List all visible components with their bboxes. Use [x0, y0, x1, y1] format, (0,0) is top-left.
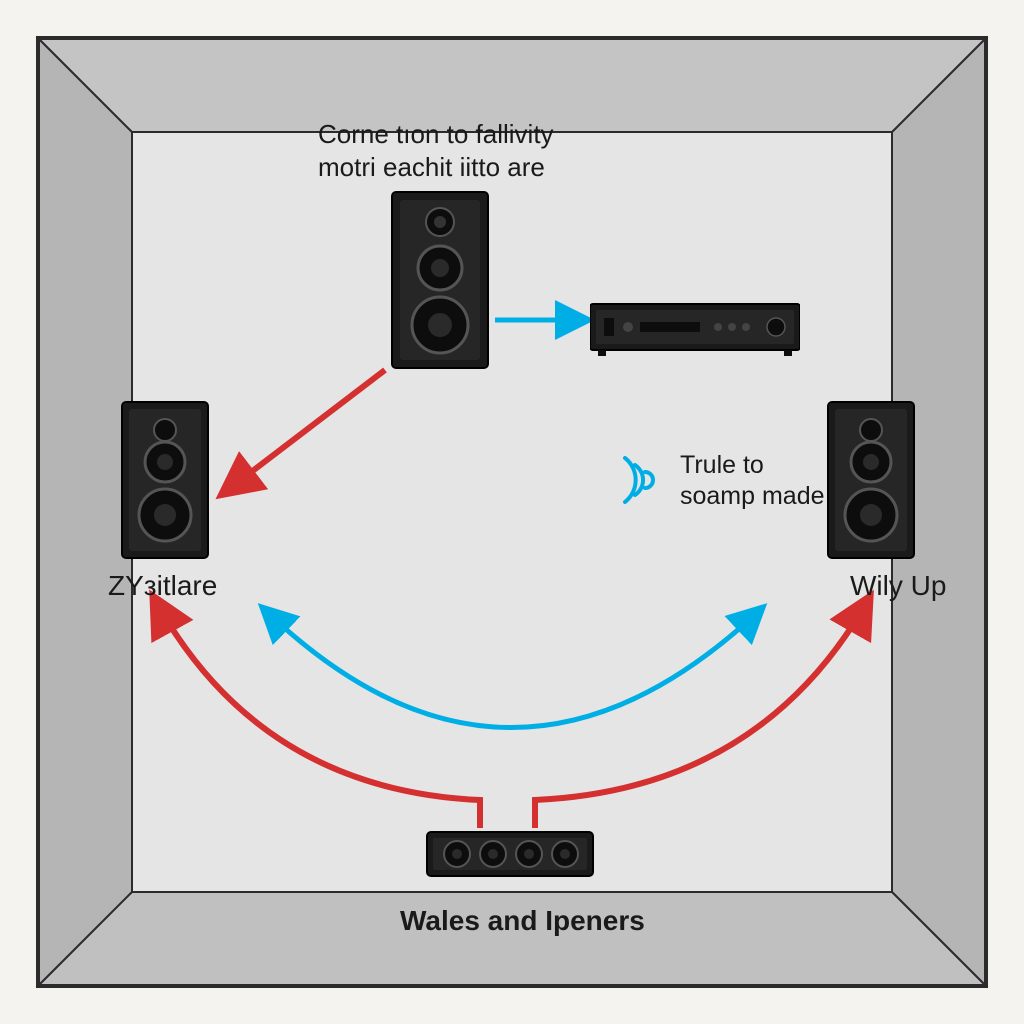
edge-top-to-left — [225, 370, 385, 492]
edge-center-right-red — [535, 600, 868, 828]
speaker-left — [120, 400, 210, 560]
signal-icon — [625, 458, 653, 502]
edge-curve-blue — [265, 610, 760, 728]
edges — [155, 320, 868, 828]
speaker-top — [390, 190, 490, 370]
label-signal: Trule to soamp made — [680, 450, 825, 513]
label-left: ZYзitlare — [108, 568, 217, 603]
speaker-right — [826, 400, 916, 560]
label-bottom: Wales and Ipeners — [400, 903, 645, 938]
edge-center-left-red — [155, 600, 480, 828]
center-speaker — [425, 830, 595, 878]
label-right: Wily Up — [850, 568, 946, 603]
amplifier — [590, 298, 800, 356]
label-top: Corne tıon to fallivity motri eachit iit… — [318, 118, 554, 183]
